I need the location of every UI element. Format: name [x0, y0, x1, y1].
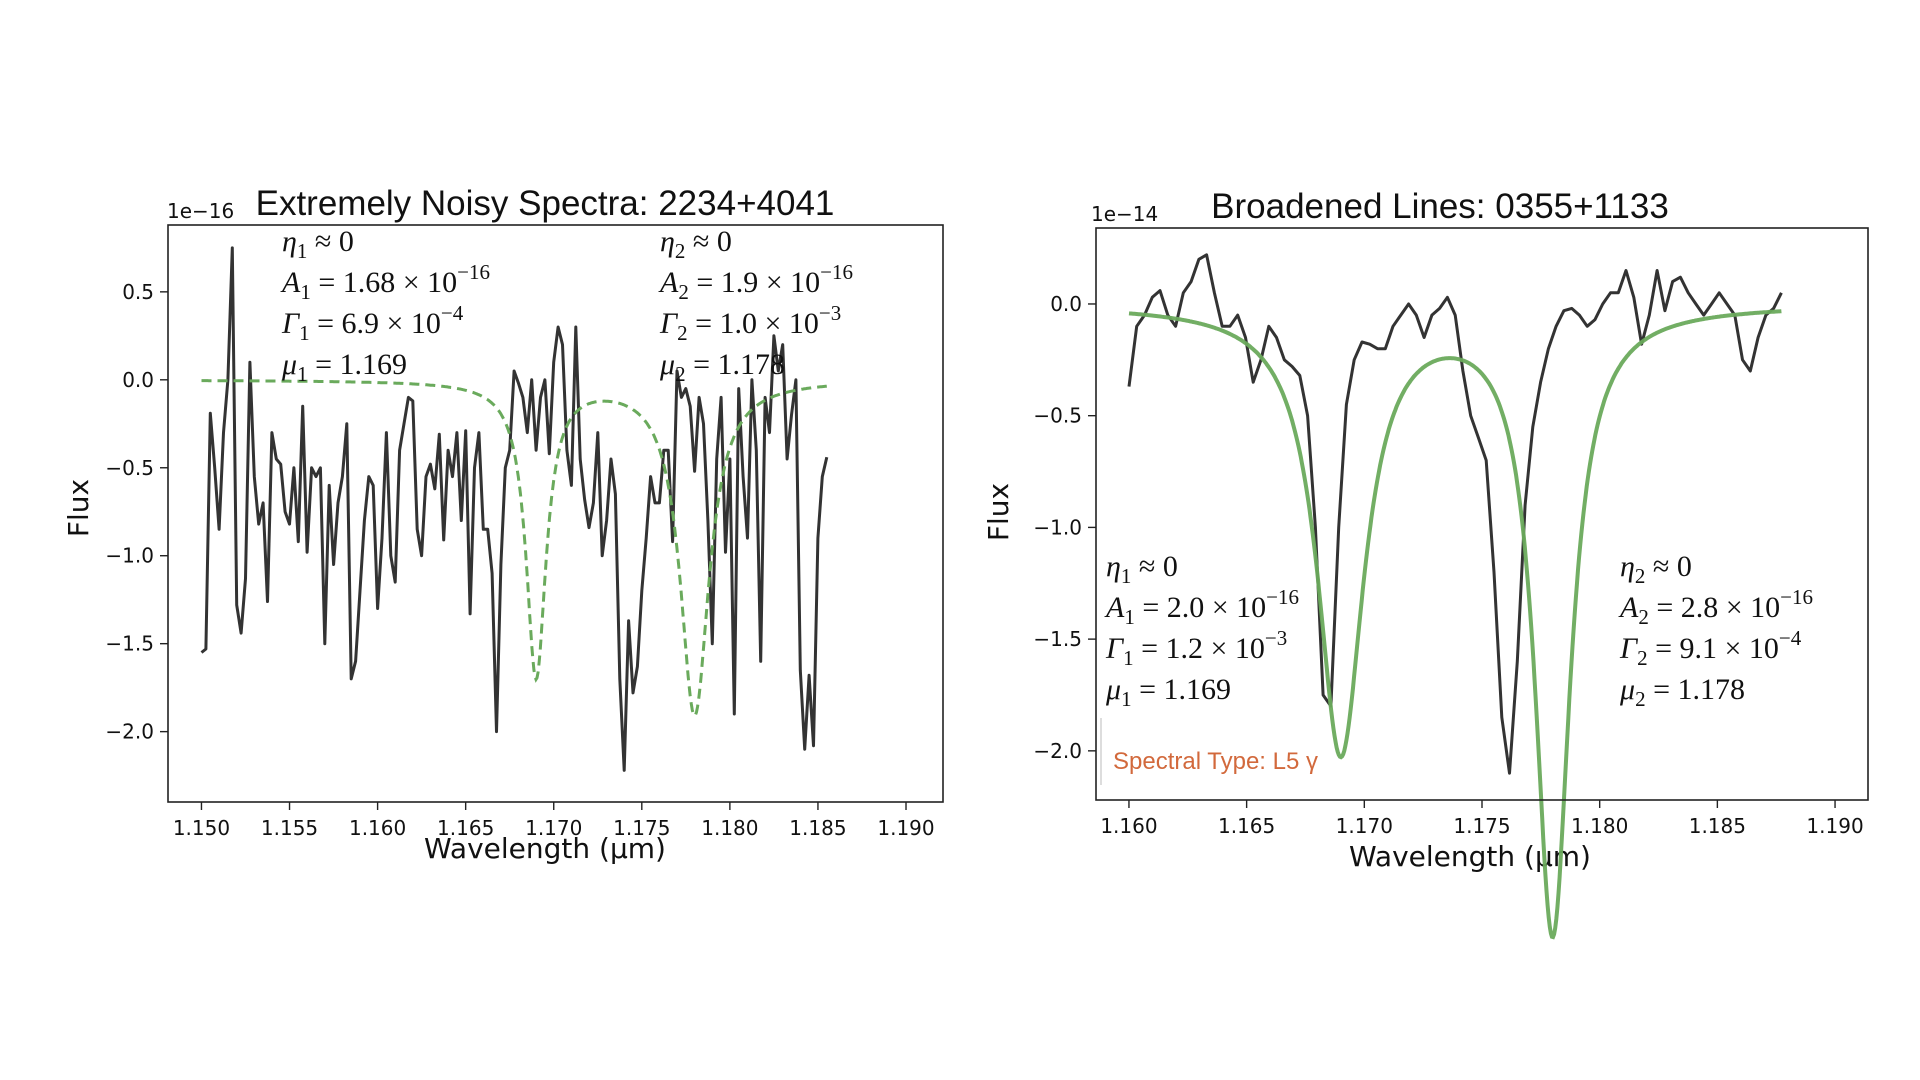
x-tick-label: 1.155: [261, 816, 318, 840]
x-tick-label: 1.185: [1689, 814, 1746, 838]
fit-parameter-text: A2 = 2.8 × 10−16: [1618, 585, 1813, 629]
y-tick-label: 0.0: [1050, 292, 1082, 316]
y-tick-label: −0.5: [105, 456, 154, 480]
data-series-line: [200, 246, 829, 772]
chart-broadened-lines: Broadened Lines: 0355+1133 1e−14 Wavelen…: [982, 187, 1869, 940]
x-tick-label: 1.180: [1571, 814, 1628, 838]
axis-ticks: 1.150 1.155 1.160 1.165 1.170 1.175 1.180 1.185…: [105, 280, 934, 840]
y-tick-label: 0.5: [122, 280, 154, 304]
y-tick-label: −0.5: [1033, 404, 1082, 428]
axis-ticks: 1.160 1.165 1.170 1.175 1.180 1.185 1.190 0.0 −0…: [1033, 292, 1863, 838]
series-group: [200, 246, 829, 772]
chart-noisy-spectra: Extremely Noisy Spectra: 2234+4041 1e−16…: [62, 184, 944, 865]
y-tick-label: −1.5: [1033, 627, 1082, 651]
fit-parameter-text: μ2 = 1.178: [1619, 673, 1745, 711]
y-tick-label: −1.5: [105, 632, 154, 656]
fit-parameter-text: Γ1 = 6.9 × 10−4: [281, 301, 464, 345]
chart-title: Extremely Noisy Spectra: 2234+4041: [256, 184, 835, 223]
y-tick-label: 0.0: [122, 368, 154, 392]
x-tick-label: 1.190: [1806, 814, 1863, 838]
x-tick-label: 1.170: [1336, 814, 1393, 838]
x-tick-label: 1.165: [1218, 814, 1275, 838]
fit-parameter-text: η2 ≈ 0: [660, 225, 732, 263]
x-axis-label: Wavelength (μm): [424, 832, 666, 865]
fit-parameter-text: μ1 = 1.169: [281, 348, 407, 386]
chart-title: Broadened Lines: 0355+1133: [1211, 187, 1669, 226]
fit-parameter-text: μ2 = 1.178: [659, 348, 785, 386]
x-tick-label: 1.160: [1100, 814, 1157, 838]
fit-series-line: [201, 379, 827, 718]
x-tick-label: 1.180: [701, 816, 758, 840]
plot-frame: [1095, 227, 1869, 801]
x-tick-label: 1.175: [1453, 814, 1510, 838]
x-tick-label: 1.165: [437, 816, 494, 840]
fit-parameter-text: Γ1 = 1.2 × 10−3: [1105, 626, 1287, 670]
plot-frame: [167, 224, 944, 803]
y-offset-text: 1e−16: [167, 199, 234, 223]
y-tick-label: −2.0: [105, 720, 154, 744]
x-tick-label: 1.170: [525, 816, 582, 840]
fit-parameter-text: Γ2 = 1.0 × 10−3: [659, 301, 841, 345]
fit-parameter-text: A2 = 1.9 × 10−16: [658, 260, 853, 304]
fit-parameter-text: η2 ≈ 0: [1620, 550, 1692, 588]
fit-parameter-text: η1 ≈ 0: [282, 225, 354, 263]
y-axis-label: Flux: [982, 483, 1015, 541]
x-tick-label: 1.150: [173, 816, 230, 840]
data-series-line: [1127, 253, 1783, 775]
y-tick-label: −1.0: [1033, 515, 1082, 539]
series-group: [1127, 253, 1783, 940]
x-tick-label: 1.190: [877, 816, 934, 840]
y-tick-label: −2.0: [1033, 739, 1082, 763]
x-tick-label: 1.160: [349, 816, 406, 840]
y-offset-text: 1e−14: [1091, 202, 1158, 226]
x-tick-label: 1.175: [613, 816, 670, 840]
y-axis-label: Flux: [62, 479, 95, 537]
fit-parameter-text: Γ2 = 9.1 × 10−4: [1619, 626, 1802, 670]
fit-parameter-text: A1 = 2.0 × 10−16: [1104, 585, 1299, 629]
fit-series-line: [1128, 309, 1782, 940]
y-tick-label: −1.0: [105, 544, 154, 568]
fit-parameter-text: μ1 = 1.169: [1105, 673, 1231, 711]
spectral-type-label: Spectral Type: L5 γ: [1113, 748, 1318, 775]
x-tick-label: 1.185: [789, 816, 846, 840]
fit-parameter-text: A1 = 1.68 × 10−16: [280, 260, 490, 304]
x-axis-label: Wavelength (μm): [1349, 840, 1591, 873]
fit-parameter-text: η1 ≈ 0: [1106, 550, 1178, 588]
